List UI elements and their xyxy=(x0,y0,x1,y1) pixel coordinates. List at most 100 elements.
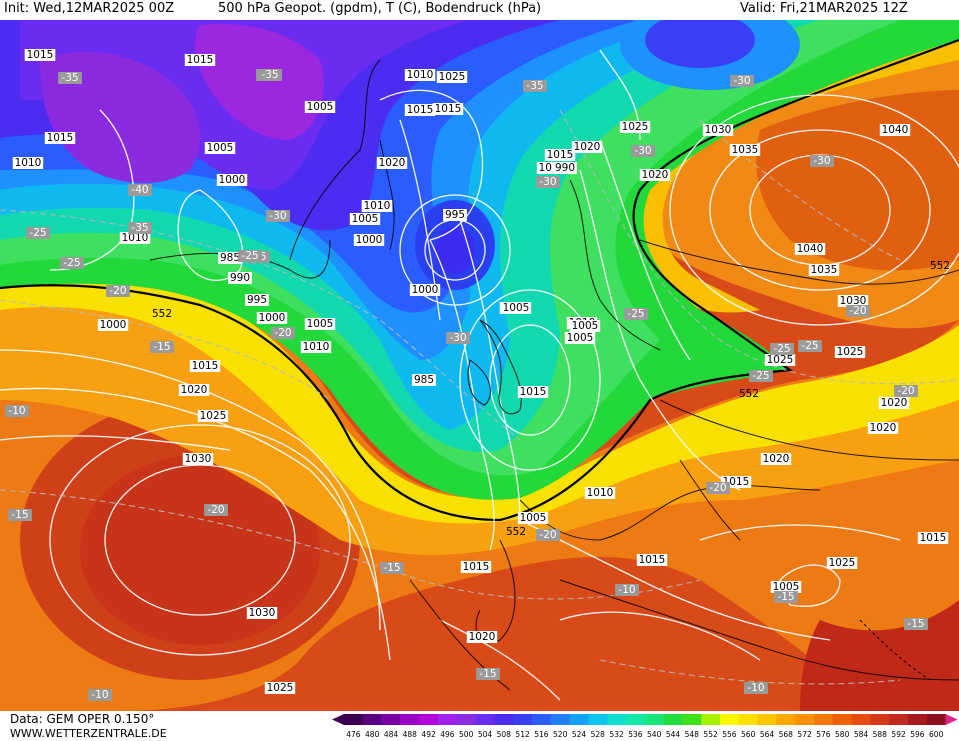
pressure-label-bg xyxy=(564,332,596,344)
legend-tick: 488 xyxy=(403,730,418,739)
legend-swatch xyxy=(889,714,909,725)
legend-tick: 536 xyxy=(628,730,643,739)
pressure-label-bg xyxy=(361,200,393,212)
legend-tick: 500 xyxy=(459,730,474,739)
temperature-label: -20 xyxy=(274,327,291,339)
legend-swatch xyxy=(513,714,533,725)
pressure-label: 1005 xyxy=(572,320,599,332)
temperature-label-bg xyxy=(106,285,130,297)
temperature-label: -20 xyxy=(207,504,224,516)
pressure-label-bg xyxy=(837,295,869,307)
legend-tick: 580 xyxy=(835,730,850,739)
pressure-label-bg xyxy=(24,49,56,61)
legend-tick: 480 xyxy=(365,730,380,739)
pressure-label-bg xyxy=(300,341,332,353)
pressure-label: 985 xyxy=(414,374,434,386)
pressure-label: 1005 xyxy=(207,142,234,154)
temperature-label: -30 xyxy=(269,210,286,222)
temperature-label: -25 xyxy=(752,370,769,382)
temperature-label-bg xyxy=(271,327,295,339)
legend-tick: 584 xyxy=(854,730,869,739)
pressure-label-bg xyxy=(304,101,336,113)
temperature-label-bg xyxy=(238,250,262,262)
pressure-label-bg xyxy=(702,124,734,136)
temperature-label: -30 xyxy=(733,75,750,87)
legend-swatch xyxy=(701,714,721,725)
temperature-label: -25 xyxy=(241,250,258,262)
temperature-label: -35 xyxy=(61,72,78,84)
pressure-label-bg xyxy=(466,631,498,643)
temperature-label-bg xyxy=(624,308,648,320)
temperature-label: -10 xyxy=(91,689,108,701)
pressure-label: 1020 xyxy=(881,397,908,409)
pressure-label-bg xyxy=(184,54,216,66)
pressure-label-bg xyxy=(245,294,269,306)
field-purple2 xyxy=(194,23,324,141)
legend-tick: 552 xyxy=(703,730,718,739)
temperature-label-bg xyxy=(88,689,112,701)
pressure-label: 1010 xyxy=(122,232,149,244)
legend-tick: 508 xyxy=(497,730,512,739)
pressure-label-bg xyxy=(867,422,899,434)
legend-tick: 520 xyxy=(553,730,568,739)
pressure-label-bg xyxy=(500,302,532,314)
pressure-label-bg xyxy=(197,410,229,422)
pressure-label-bg xyxy=(553,162,577,174)
pressure-label-bg xyxy=(432,103,464,115)
temperature-label-bg xyxy=(749,370,773,382)
temperature-label-bg xyxy=(380,562,404,574)
temperature-label: -15 xyxy=(11,509,28,521)
legend-tick: 568 xyxy=(779,730,794,739)
pressure-label-bg xyxy=(12,157,44,169)
legend-swatch xyxy=(851,714,871,725)
header: Init: Wed,12MAR2025 00Z 500 hPa Geopot. … xyxy=(0,0,959,20)
pressure-label: 1015 xyxy=(27,49,54,61)
temperature-label: -20 xyxy=(849,305,866,317)
temperature-label-bg xyxy=(536,529,560,541)
temperature-label: -35 xyxy=(526,80,543,92)
legend-swatch xyxy=(550,714,571,725)
pressure-label-bg xyxy=(517,512,549,524)
temperature-label-bg xyxy=(60,257,84,269)
pressure-label-bg xyxy=(879,124,911,136)
pressure-label: 1015 xyxy=(520,386,547,398)
temperature-label: -35 xyxy=(261,69,278,81)
pressure-label-bg xyxy=(729,144,761,156)
pressure-label: 1000 xyxy=(219,174,246,186)
temperature-label-bg xyxy=(774,591,798,603)
pressure-label: 1015 xyxy=(187,54,214,66)
pressure-label-bg xyxy=(636,554,668,566)
legend-swatch xyxy=(344,714,364,725)
legend-tick: 596 xyxy=(910,730,925,739)
legend-tick: 528 xyxy=(591,730,606,739)
temperature-label: -15 xyxy=(153,341,170,353)
legend-arrow-right xyxy=(945,714,958,725)
legend-swatch xyxy=(400,714,420,725)
temperature-label-bg xyxy=(266,210,290,222)
legend-swatch xyxy=(607,714,627,725)
pressure-label: 1025 xyxy=(439,71,466,83)
legend-swatch xyxy=(738,714,759,725)
footer: Data: GEM OPER 0.150° WWW.WETTERZENTRALE… xyxy=(0,711,959,741)
pressure-label: 1030 xyxy=(705,124,732,136)
legend-tick: 492 xyxy=(421,730,436,739)
legend-swatch xyxy=(757,714,777,725)
pressure-label: 1005 xyxy=(503,302,530,314)
temperature-label: -30 xyxy=(813,155,830,167)
legend-swatch xyxy=(626,714,646,725)
coastlines xyxy=(149,59,959,691)
geopotential-label: 552 xyxy=(506,526,526,538)
legend-tick: 548 xyxy=(685,730,700,739)
pressure-label-bg xyxy=(119,232,151,244)
legend-swatch xyxy=(475,714,495,725)
pressure-label: 1010 xyxy=(303,341,330,353)
pressure-label: 990 xyxy=(555,162,575,174)
legend-swatch xyxy=(419,714,439,725)
pressure-label: 1005 xyxy=(567,332,594,344)
legend-swatch xyxy=(381,714,401,725)
legend-tick: 504 xyxy=(478,730,493,739)
legend-swatch xyxy=(926,714,947,725)
pressure-label-bg xyxy=(460,561,492,573)
legend-tick: 592 xyxy=(891,730,906,739)
pressure-label: 1000 xyxy=(259,312,286,324)
